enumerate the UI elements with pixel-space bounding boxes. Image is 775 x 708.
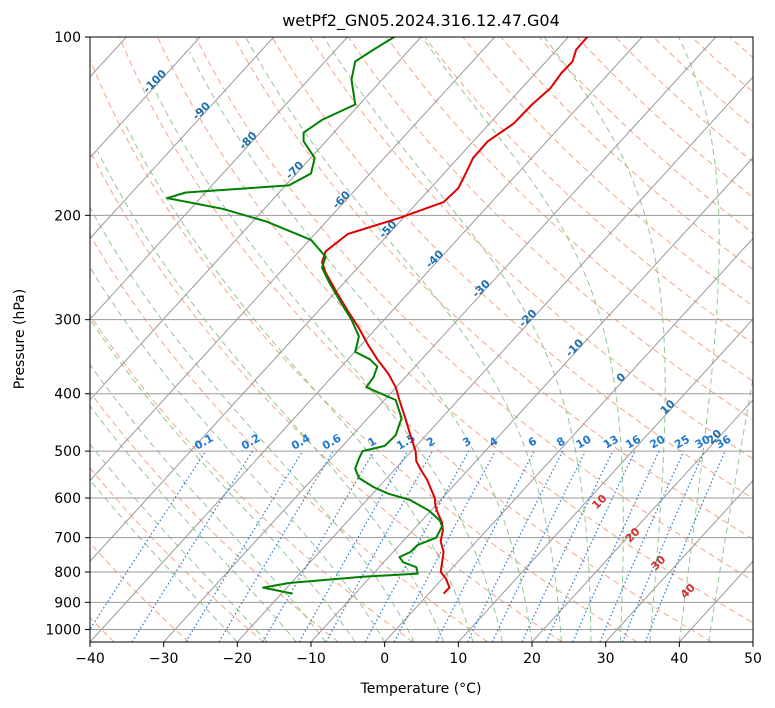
moist-adiabat-line — [323, 37, 592, 642]
mixing-ratio-line — [572, 450, 660, 642]
moist-adiabat-line — [90, 318, 356, 642]
y-tick-label: 100 — [54, 30, 81, 46]
y-tick-label: 200 — [54, 208, 81, 224]
dry-adiabat-line — [157, 37, 753, 624]
x-axis: −40 −30 −20 −10 0 10 20 30 40 50 — [75, 642, 762, 667]
mixing-ratio-line — [466, 450, 564, 642]
mixing-ratio-line — [644, 450, 726, 642]
x-tick-label: 0 — [380, 651, 389, 667]
isotherm-line — [90, 37, 201, 159]
dry-adiabat-line — [90, 149, 563, 642]
isotherm-line — [90, 37, 348, 320]
mixing-ratio-line — [185, 450, 304, 642]
isotherm-line — [90, 37, 275, 240]
dry-adiabat-line — [195, 37, 753, 582]
dewpoint-profile-line — [166, 37, 444, 595]
mixing-ratio-line — [131, 450, 254, 642]
dry-adiabat-line — [90, 467, 264, 642]
x-tick-label: 40 — [670, 651, 688, 667]
y-tick-label: 700 — [54, 531, 81, 547]
series-layer — [166, 37, 589, 595]
moist-adiabat-line — [189, 51, 533, 642]
dry-adiabat-line — [90, 542, 190, 642]
moist-adiabat-line — [90, 363, 327, 642]
moist-adiabat-line — [543, 37, 666, 642]
isotherm-line — [384, 237, 753, 642]
x-tick-label: 30 — [597, 651, 615, 667]
y-tick-label: 400 — [54, 387, 81, 403]
x-axis-label: Temperature (°C) — [360, 681, 482, 697]
moist-adiabat-line — [90, 206, 415, 642]
moist-adiabat-line — [245, 37, 562, 642]
x-tick-label: 10 — [449, 651, 467, 667]
isotherm-line — [90, 37, 569, 563]
x-tick-label: 20 — [523, 651, 541, 667]
dry-adiabat-line — [90, 234, 488, 642]
isotherm-label: 30 — [751, 456, 771, 476]
y-tick-label: 900 — [54, 595, 81, 611]
dry-adiabat-line — [347, 37, 753, 421]
moist-adiabat-line — [153, 87, 503, 642]
x-tick-label: −10 — [296, 651, 326, 667]
plot-area: -100-90-80-70-60-50-40-30-20-10010203040… — [90, 37, 771, 642]
y-tick-label: 1000 — [45, 622, 81, 638]
x-tick-label: −30 — [149, 651, 179, 667]
isotherm-line — [90, 37, 496, 482]
x-tick-label: −40 — [75, 651, 105, 667]
isotherm-line — [236, 76, 753, 642]
dry-adiabat-line — [90, 58, 638, 642]
mixing-ratio-line — [325, 450, 434, 642]
temperature-profile-line — [321, 37, 589, 595]
isotherm-line — [310, 156, 753, 642]
moist-adiabat-line — [421, 37, 624, 642]
y-tick-label: 600 — [54, 491, 81, 507]
dry-adiabat-line — [271, 37, 753, 500]
mixing-ratio-line — [393, 450, 496, 642]
moist-adiabat-line — [90, 405, 297, 642]
dry-adiabat-line — [309, 37, 753, 460]
moist-adiabat-line — [90, 479, 238, 642]
moist-adiabat-line — [90, 266, 386, 642]
isotherm-line — [163, 37, 717, 642]
x-tick-label: −20 — [223, 651, 253, 667]
isotherms — [90, 37, 753, 642]
isotherm-line — [605, 479, 753, 642]
mixing-ratio-line — [599, 450, 685, 642]
isotherm-line — [457, 318, 753, 642]
isotherm-line — [90, 37, 422, 401]
y-tick-label: 300 — [54, 313, 81, 329]
chart-title: wetPf2_GN05.2024.316.12.47.G04 — [282, 11, 560, 31]
mixing-ratio-line — [621, 450, 705, 642]
x-tick-label: 50 — [744, 651, 762, 667]
plot-frame — [89, 36, 754, 643]
moist-adiabat-line — [708, 375, 753, 642]
isotherm-line — [531, 399, 753, 642]
dry-adiabat-line — [386, 37, 753, 382]
y-axis: 1000 900 800 700 600 500 400 300 200 100 — [45, 30, 90, 638]
pressure-gridlines — [90, 37, 753, 630]
y-axis-label: Pressure (hPa) — [12, 289, 28, 389]
moist-adiabat-line — [678, 37, 720, 642]
mixing-ratio-line — [90, 450, 207, 631]
y-tick-label: 500 — [54, 444, 81, 460]
y-tick-label: 800 — [54, 565, 81, 581]
